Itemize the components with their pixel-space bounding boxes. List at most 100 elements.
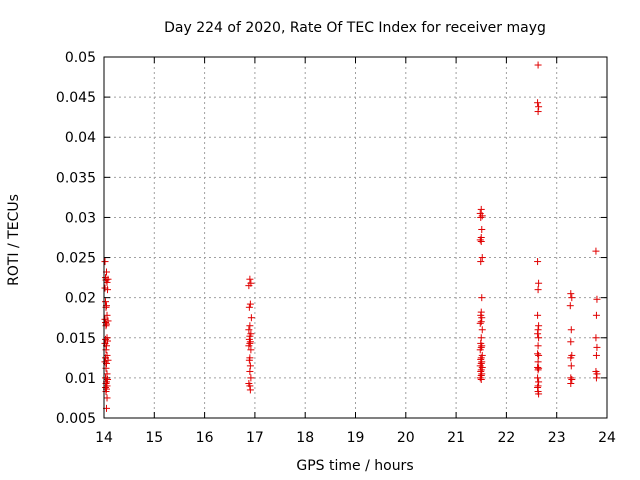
- data-point-marker: [103, 311, 111, 319]
- x-tick-label: 20: [397, 430, 415, 446]
- y-tick-label: 0.045: [56, 90, 96, 106]
- data-point-marker: [567, 380, 575, 388]
- data-point-marker: [102, 298, 110, 306]
- data-point-marker: [476, 346, 484, 354]
- data-point-marker: [567, 326, 575, 334]
- data-point-marker: [103, 278, 111, 286]
- data-point-marker: [478, 370, 486, 378]
- data-point-marker: [246, 300, 254, 308]
- data-point-marker: [103, 382, 111, 390]
- data-point-marker: [534, 99, 542, 107]
- x-axis-label: GPS time / hours: [296, 458, 413, 474]
- x-tick-label: 14: [95, 430, 113, 446]
- data-point-marker: [477, 238, 485, 246]
- data-point-marker: [534, 61, 542, 69]
- data-point-marker: [476, 319, 484, 327]
- y-tick-label: 0.035: [56, 170, 96, 186]
- data-point-marker: [246, 367, 254, 375]
- data-point-marker: [102, 384, 110, 392]
- data-point-marker: [245, 282, 253, 290]
- data-point-marker: [534, 326, 542, 334]
- plot-frame: [103, 56, 608, 419]
- y-tick-label: 0.025: [56, 251, 96, 267]
- y-tick-label: 0.04: [65, 130, 96, 146]
- data-point-marker: [101, 258, 109, 266]
- y-tick-label: 0.005: [56, 411, 96, 427]
- data-point-marker: [592, 247, 600, 255]
- data-point-marker: [535, 334, 543, 342]
- data-points: [101, 61, 601, 412]
- x-tick-label: 16: [196, 430, 214, 446]
- data-point-marker: [592, 311, 600, 319]
- data-point-marker: [534, 342, 542, 350]
- data-point-marker: [534, 330, 542, 338]
- data-point-marker: [567, 354, 575, 362]
- axis-ticks: 14 15 16 17 18 19 20 21 22 23 24 0.005 0.01 0.015 0.02…: [56, 50, 616, 446]
- data-point-marker: [103, 334, 111, 342]
- data-point-marker: [534, 366, 542, 374]
- data-point-marker: [535, 103, 543, 111]
- data-point-marker: [593, 295, 601, 303]
- data-point-marker: [567, 338, 575, 346]
- data-point-marker: [534, 374, 542, 382]
- y-tick-label: 0.02: [65, 291, 96, 307]
- data-point-marker: [534, 108, 542, 116]
- data-point-marker: [103, 394, 111, 402]
- data-point-marker: [246, 382, 254, 390]
- data-point-marker: [535, 364, 543, 372]
- data-point-marker: [477, 258, 485, 266]
- data-point-marker: [245, 356, 253, 364]
- data-point-marker: [247, 374, 255, 382]
- data-point-marker: [246, 338, 254, 346]
- data-point-marker: [535, 390, 543, 398]
- data-point-marker: [476, 374, 484, 382]
- y-tick-label: 0.01: [65, 371, 96, 387]
- y-axis-label: ROTI / TECUs: [6, 194, 22, 286]
- data-point-marker: [477, 375, 485, 383]
- data-point-marker: [534, 258, 542, 266]
- x-tick-label: 17: [246, 430, 264, 446]
- x-tick-label: 21: [447, 430, 465, 446]
- data-point-marker: [104, 356, 112, 364]
- x-tick-label: 23: [548, 430, 566, 446]
- data-point-marker: [534, 384, 542, 392]
- data-point-marker: [101, 358, 109, 366]
- data-point-marker: [568, 375, 576, 383]
- x-tick-label: 24: [598, 430, 616, 446]
- data-point-marker: [246, 332, 254, 340]
- data-point-marker: [476, 236, 484, 244]
- data-point-marker: [101, 315, 109, 323]
- data-point-marker: [103, 370, 111, 378]
- data-point-marker: [478, 342, 486, 350]
- data-point-marker: [478, 326, 486, 334]
- data-point-marker: [478, 314, 486, 322]
- data-point-marker: [593, 343, 601, 351]
- data-point-marker: [102, 319, 110, 327]
- data-point-marker: [478, 254, 486, 262]
- data-point-marker: [535, 322, 543, 330]
- y-tick-label: 0.05: [65, 50, 96, 66]
- data-point-marker: [104, 286, 112, 294]
- y-tick-label: 0.015: [56, 331, 96, 347]
- data-point-marker: [535, 279, 543, 287]
- data-point-marker: [592, 334, 600, 342]
- data-point-marker: [535, 351, 543, 359]
- data-point-marker: [247, 346, 255, 354]
- chart-title: Day 224 of 2020, Rate Of TEC Index for r…: [164, 20, 546, 36]
- data-point-marker: [245, 303, 253, 311]
- data-point-marker: [534, 311, 542, 319]
- x-tick-label: 18: [296, 430, 314, 446]
- data-point-marker: [477, 318, 485, 326]
- data-point-marker: [245, 326, 253, 334]
- data-point-marker: [567, 362, 575, 370]
- data-point-marker: [478, 294, 486, 302]
- data-point-marker: [534, 358, 542, 366]
- data-point-marker: [535, 378, 543, 386]
- data-point-marker: [477, 334, 485, 342]
- x-tick-label: 19: [347, 430, 365, 446]
- data-point-marker: [246, 362, 254, 370]
- data-point-marker: [592, 374, 600, 382]
- data-point-marker: [246, 275, 254, 283]
- data-point-marker: [477, 308, 485, 316]
